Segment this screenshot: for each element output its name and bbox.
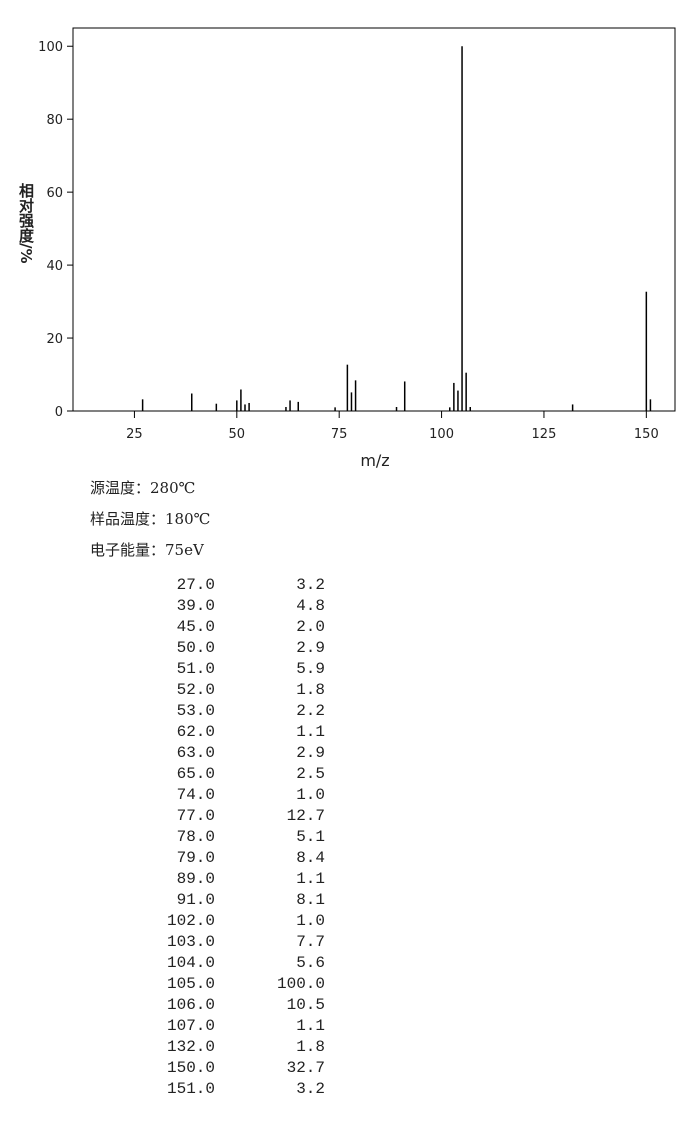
- intensity-cell: 7.7: [296, 933, 325, 951]
- intensity-cell: 1.8: [296, 681, 325, 699]
- y-tick-label: 80: [46, 113, 63, 128]
- intensity-cell: 2.5: [296, 765, 325, 783]
- intensity-cell: 1.1: [296, 870, 325, 888]
- intensity-cell: 2.0: [296, 618, 325, 636]
- intensity-cell: 3.2: [296, 1080, 325, 1098]
- mz-cell: 106.0: [166, 996, 215, 1014]
- mz-cell: 107.0: [166, 1017, 215, 1035]
- intensity-cell: 5.1: [296, 828, 325, 846]
- intensity-cell: 1.0: [296, 912, 325, 930]
- mz-cell: 132.0: [166, 1038, 215, 1056]
- x-tick-label: 75: [331, 427, 348, 442]
- mz-cell: 79.0: [176, 849, 215, 867]
- info-line: 样品温度：180℃: [90, 510, 211, 528]
- x-tick-label: 50: [229, 427, 246, 442]
- mz-cell: 78.0: [176, 828, 215, 846]
- intensity-cell: 8.4: [296, 849, 325, 867]
- y-tick-label: 100: [38, 40, 63, 55]
- intensity-cell: 2.9: [296, 744, 325, 762]
- intensity-cell: 8.1: [296, 891, 325, 909]
- x-tick-label: 125: [532, 427, 557, 442]
- mz-cell: 27.0: [176, 576, 215, 594]
- y-tick-label: 60: [46, 186, 63, 201]
- mz-cell: 151.0: [166, 1080, 215, 1098]
- x-tick-label: 25: [126, 427, 143, 442]
- x-axis-label: m/z: [360, 451, 389, 470]
- intensity-cell: 1.0: [296, 786, 325, 804]
- x-tick-label: 150: [634, 427, 659, 442]
- mz-cell: 105.0: [166, 975, 215, 993]
- info-line: 电子能量：75eV: [90, 541, 204, 559]
- mz-cell: 89.0: [176, 870, 215, 888]
- mz-cell: 63.0: [176, 744, 215, 762]
- x-tick-label: 100: [429, 427, 454, 442]
- mz-cell: 104.0: [166, 954, 215, 972]
- mz-cell: 50.0: [176, 639, 215, 657]
- mz-cell: 62.0: [176, 723, 215, 741]
- y-tick-label: 40: [46, 259, 63, 274]
- y-tick-label: 0: [55, 405, 63, 420]
- mz-cell: 91.0: [176, 891, 215, 909]
- intensity-cell: 32.7: [286, 1059, 325, 1077]
- mz-cell: 74.0: [176, 786, 215, 804]
- y-axis-label: 相对强度/%: [17, 182, 35, 263]
- chart: m/z 相对强度/% 0 20 40 60 80 100 25 50 75 100 125 150: [17, 27, 676, 470]
- intensity-cell: 2.9: [296, 639, 325, 657]
- mz-cell: 52.0: [176, 681, 215, 699]
- mz-cell: 102.0: [166, 912, 215, 930]
- intensity-cell: 12.7: [286, 807, 325, 825]
- intensity-cell: 1.8: [296, 1038, 325, 1056]
- plot-frame: [72, 27, 676, 412]
- intensity-cell: 10.5: [286, 996, 325, 1014]
- intensity-cell: 3.2: [296, 576, 325, 594]
- intensity-cell: 5.6: [296, 954, 325, 972]
- intensity-cell: 5.9: [296, 660, 325, 678]
- intensity-cell: 1.1: [296, 723, 325, 741]
- mz-cell: 53.0: [176, 702, 215, 720]
- intensity-cell: 1.1: [296, 1017, 325, 1035]
- mz-cell: 65.0: [176, 765, 215, 783]
- mz-cell: 39.0: [176, 597, 215, 615]
- mz-cell: 45.0: [176, 618, 215, 636]
- intensity-cell: 4.8: [296, 597, 325, 615]
- intensity-cell: 2.2: [296, 702, 325, 720]
- mz-cell: 103.0: [166, 933, 215, 951]
- mz-cell: 150.0: [166, 1059, 215, 1077]
- info-line: 源温度：280℃: [90, 479, 196, 497]
- intensity-cell: 100.0: [276, 975, 325, 993]
- mz-cell: 51.0: [176, 660, 215, 678]
- mz-cell: 77.0: [176, 807, 215, 825]
- y-tick-label: 20: [46, 332, 63, 347]
